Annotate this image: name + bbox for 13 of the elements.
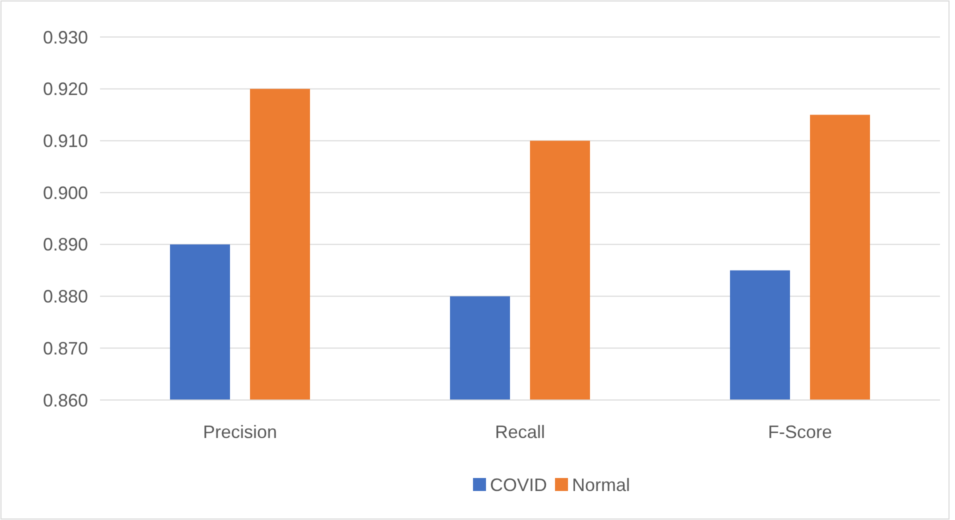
- y-tick-label: 0.900: [42, 182, 88, 203]
- y-tick-label: 0.860: [42, 390, 88, 410]
- y-tick-label: 0.910: [42, 131, 88, 152]
- y-tick-label: 0.870: [42, 338, 88, 358]
- legend-label: COVID: [490, 475, 548, 495]
- x-tick-label: Precision: [202, 422, 278, 442]
- x-tick-label: F-Score: [768, 422, 832, 442]
- y-tick-label: 0.890: [42, 234, 88, 255]
- x-tick-label: Recall: [494, 422, 546, 442]
- legend-label: Normal: [572, 475, 630, 495]
- y-tick-label: 0.920: [42, 79, 88, 100]
- y-tick-label: 0.930: [42, 27, 88, 48]
- y-tick-label: 0.880: [42, 286, 88, 307]
